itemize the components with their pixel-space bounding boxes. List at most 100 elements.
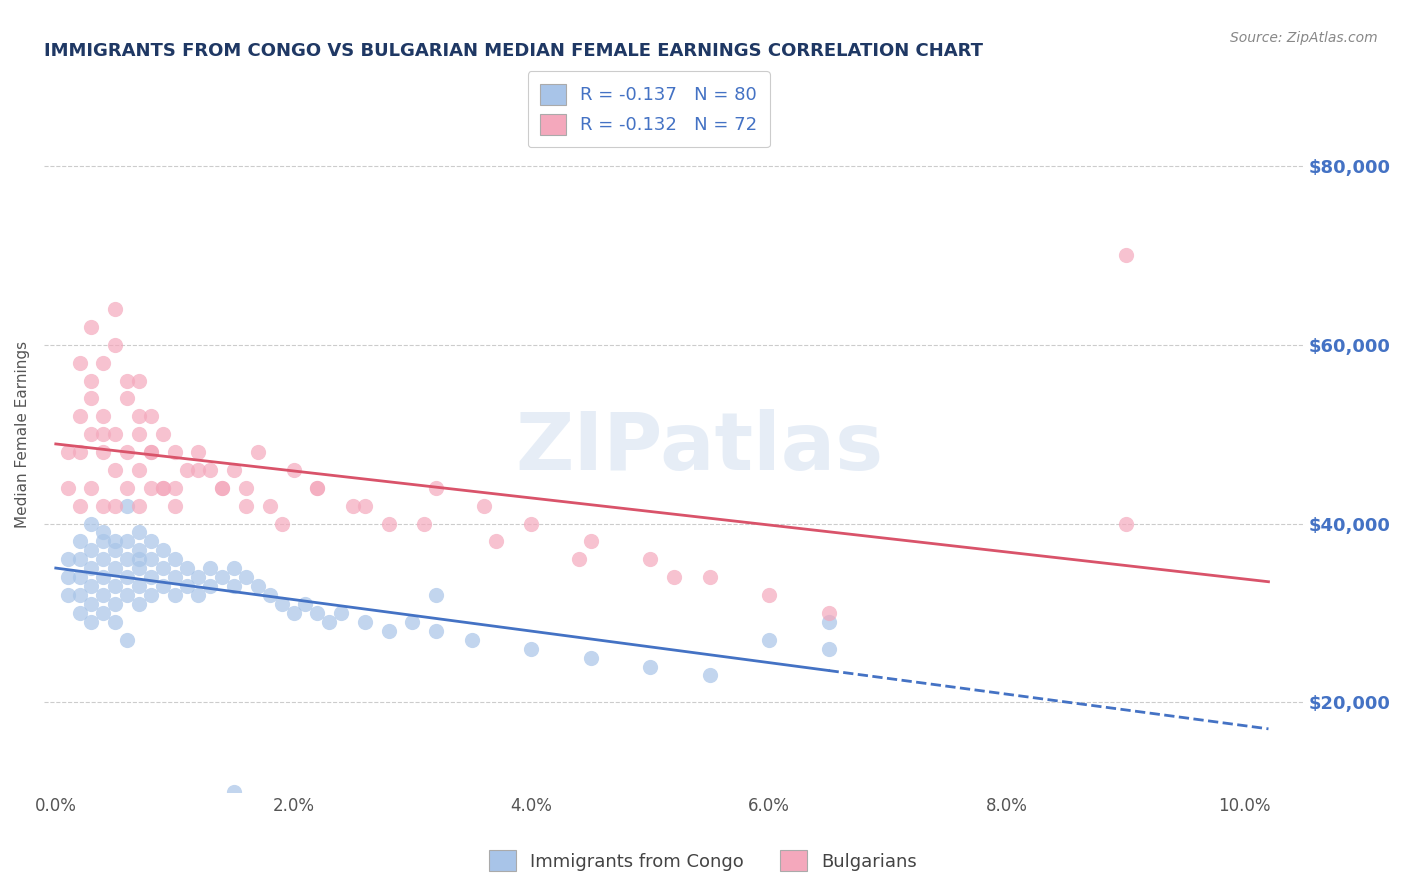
Point	[128, 463, 150, 477]
Point	[128, 409, 150, 424]
Point	[115, 552, 138, 566]
Point	[69, 409, 91, 424]
Point	[224, 579, 246, 593]
Point	[176, 561, 198, 575]
Point	[115, 588, 138, 602]
Point	[56, 481, 79, 495]
Point	[80, 561, 103, 575]
Point	[56, 445, 79, 459]
Y-axis label: Median Female Earnings: Median Female Earnings	[15, 341, 30, 528]
Text: Source: ZipAtlas.com: Source: ZipAtlas.com	[1230, 31, 1378, 45]
Point	[139, 552, 162, 566]
Point	[104, 534, 127, 549]
Point	[91, 356, 114, 370]
Point	[104, 561, 127, 575]
Point	[115, 570, 138, 584]
Point	[758, 588, 780, 602]
Point	[128, 499, 150, 513]
Point	[104, 301, 127, 316]
Point	[104, 499, 127, 513]
Point	[307, 606, 329, 620]
Point	[485, 534, 508, 549]
Point	[699, 570, 721, 584]
Point	[662, 570, 685, 584]
Point	[224, 463, 246, 477]
Point	[128, 427, 150, 442]
Point	[425, 481, 447, 495]
Point	[413, 516, 436, 531]
Point	[472, 499, 495, 513]
Point	[139, 534, 162, 549]
Point	[163, 445, 186, 459]
Point	[104, 337, 127, 351]
Point	[224, 561, 246, 575]
Point	[294, 597, 316, 611]
Point	[200, 463, 222, 477]
Point	[152, 561, 174, 575]
Point	[69, 588, 91, 602]
Point	[128, 543, 150, 558]
Point	[139, 481, 162, 495]
Point	[270, 597, 292, 611]
Point	[224, 785, 246, 799]
Point	[115, 481, 138, 495]
Point	[354, 499, 377, 513]
Point	[235, 481, 257, 495]
Point	[139, 445, 162, 459]
Point	[128, 561, 150, 575]
Point	[115, 499, 138, 513]
Point	[104, 579, 127, 593]
Point	[80, 319, 103, 334]
Point	[139, 409, 162, 424]
Point	[80, 615, 103, 629]
Point	[377, 516, 399, 531]
Point	[69, 356, 91, 370]
Point	[307, 481, 329, 495]
Point	[163, 552, 186, 566]
Point	[152, 481, 174, 495]
Point	[104, 463, 127, 477]
Point	[104, 543, 127, 558]
Point	[56, 588, 79, 602]
Point	[128, 579, 150, 593]
Point	[80, 392, 103, 406]
Point	[128, 597, 150, 611]
Point	[115, 632, 138, 647]
Point	[318, 615, 340, 629]
Point	[56, 570, 79, 584]
Point	[139, 588, 162, 602]
Point	[1115, 248, 1137, 262]
Point	[69, 499, 91, 513]
Point	[152, 481, 174, 495]
Point	[270, 516, 292, 531]
Point	[246, 579, 269, 593]
Point	[91, 588, 114, 602]
Point	[817, 641, 839, 656]
Point	[187, 463, 209, 477]
Point	[104, 615, 127, 629]
Point	[80, 374, 103, 388]
Point	[283, 463, 305, 477]
Point	[115, 445, 138, 459]
Point	[520, 641, 543, 656]
Point	[91, 445, 114, 459]
Point	[342, 499, 364, 513]
Point	[128, 374, 150, 388]
Point	[246, 445, 269, 459]
Point	[307, 481, 329, 495]
Point	[461, 632, 484, 647]
Point	[152, 427, 174, 442]
Point	[176, 463, 198, 477]
Point	[56, 552, 79, 566]
Point	[638, 659, 661, 673]
Point	[139, 445, 162, 459]
Point	[817, 606, 839, 620]
Text: IMMIGRANTS FROM CONGO VS BULGARIAN MEDIAN FEMALE EARNINGS CORRELATION CHART: IMMIGRANTS FROM CONGO VS BULGARIAN MEDIA…	[44, 42, 983, 60]
Text: ZIPatlas: ZIPatlas	[515, 409, 883, 487]
Point	[163, 481, 186, 495]
Point	[80, 516, 103, 531]
Point	[91, 525, 114, 540]
Point	[354, 615, 377, 629]
Point	[568, 552, 591, 566]
Point	[259, 499, 281, 513]
